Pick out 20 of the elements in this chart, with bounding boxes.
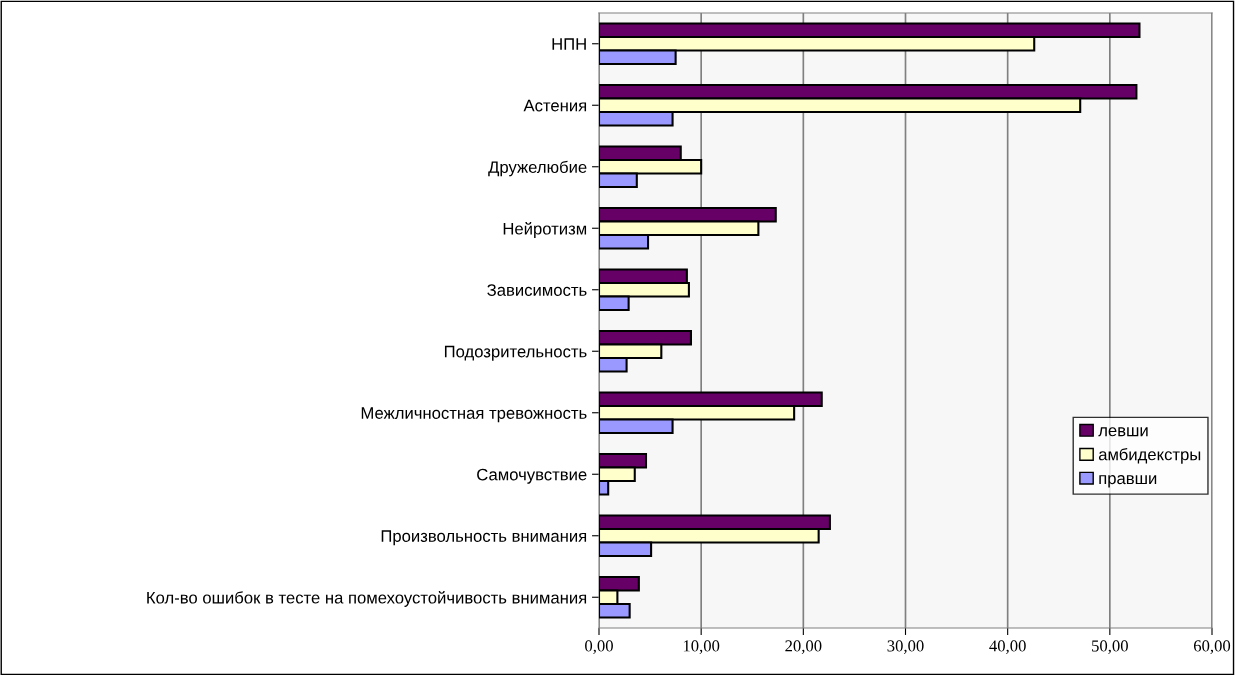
y-tick-label: Подозрительность xyxy=(444,345,587,361)
y-tick-label: Межличностная тревожность xyxy=(361,407,587,423)
x-tick-label: 30,00 xyxy=(887,640,924,654)
x-tick-label: 50,00 xyxy=(1092,640,1128,654)
y-tick-label: Зависимость xyxy=(487,284,587,296)
y-tick-label: Нейротизм xyxy=(503,222,587,238)
y-tick-label: Астения xyxy=(523,99,587,112)
y-tick-label: НПН xyxy=(552,38,586,50)
legend-label: левши xyxy=(1098,427,1148,437)
y-tick-label: Произвольность внимания xyxy=(381,530,587,546)
x-tick-label: 0,00 xyxy=(585,640,613,654)
legend-label: амбидекстры xyxy=(1098,447,1201,464)
legend-label: правши xyxy=(1099,475,1157,488)
x-tick-label: 20,00 xyxy=(785,640,822,654)
y-tick-label: Самочувствие xyxy=(477,468,587,484)
y-tick-label: Кол-во ошибок в тесте на помехоустойчивость внимания xyxy=(147,591,587,607)
x-tick-label: 10,00 xyxy=(683,640,720,654)
x-tick-label: 60,00 xyxy=(1193,640,1231,654)
x-tick-label: 40,00 xyxy=(989,640,1026,654)
y-tick-label: Дружелюбие xyxy=(488,160,587,177)
